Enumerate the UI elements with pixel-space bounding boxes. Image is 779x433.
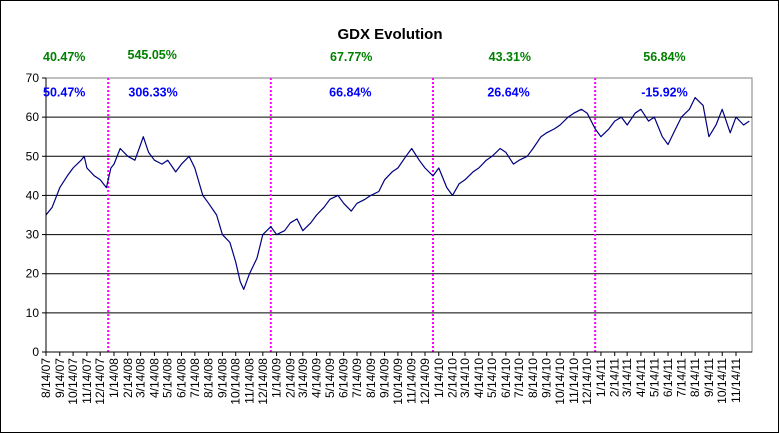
y-tick-label: 30	[26, 228, 40, 242]
x-tick-label: 6/14/08	[175, 358, 189, 398]
x-tick-label: 9/14/08	[215, 358, 229, 398]
y-axis-ticks: 0 10 20 30 40 50 60 70	[26, 71, 47, 359]
x-tick-label: 6/14/11	[661, 358, 675, 397]
x-tick-label: 11/14/08	[242, 358, 256, 404]
x-tick-label: 11/14/11	[729, 358, 743, 403]
return-annotation-blue: 66.84%	[329, 85, 371, 99]
x-tick-label: 11/14/10	[567, 358, 581, 404]
x-tick-label: 10/14/11	[715, 358, 729, 404]
x-tick-label: 7/14/09	[350, 358, 364, 398]
x-tick-label: 7/14/10	[512, 358, 526, 398]
x-tick-label: 5/14/10	[485, 358, 499, 398]
x-tick-label: 5/14/11	[647, 358, 661, 397]
x-tick-label: 1/14/10	[432, 358, 446, 398]
x-tick-label: 12/14/10	[580, 358, 594, 405]
x-tick-label: 10/14/09	[391, 358, 405, 405]
x-tick-label: 12/14/08	[256, 358, 270, 405]
annotations: 40.47% 50.47% 545.05% 306.33% 67.77% 66.84% 43…	[43, 48, 688, 100]
x-tick-label: 5/14/08	[161, 358, 175, 398]
x-tick-label: 8/14/07	[39, 358, 53, 398]
y-tick-label: 0	[32, 345, 39, 359]
x-tick-label: 11/14/09	[405, 358, 419, 404]
x-tick-label: 10/14/07	[66, 358, 80, 405]
gdx-series-line	[45, 96, 750, 290]
x-tick-label: 4/14/08	[147, 358, 161, 398]
x-tick-label: 6/14/10	[499, 358, 513, 398]
chart-title: GDX Evolution	[338, 26, 443, 43]
x-tick-label: 4/14/10	[472, 358, 486, 398]
series-layer	[45, 96, 750, 290]
x-tick-label: 9/14/09	[378, 358, 392, 398]
x-tick-label: 4/14/09	[310, 358, 324, 398]
return-annotation-green: 545.05%	[128, 48, 177, 62]
return-annotation-green: 40.47%	[43, 50, 85, 64]
y-tick-label: 20	[26, 267, 40, 281]
x-tick-label: 2/14/08	[121, 358, 135, 398]
x-tick-label: 8/14/11	[688, 358, 702, 397]
x-tick-label: 10/14/10	[553, 358, 567, 405]
return-annotation-blue: 50.47%	[43, 85, 85, 99]
x-tick-label: 3/14/08	[134, 358, 148, 398]
x-tick-label: 5/14/09	[323, 358, 337, 398]
y-tick-label: 40	[26, 188, 40, 202]
x-tick-label: 8/14/09	[364, 358, 378, 398]
x-tick-label: 9/14/07	[53, 358, 67, 398]
x-tick-label: 3/14/11	[620, 358, 634, 397]
x-tick-label: 2/14/09	[283, 358, 297, 398]
return-annotation-blue: -15.92%	[641, 85, 688, 99]
y-tick-label: 50	[26, 149, 40, 163]
y-tick-label: 60	[26, 110, 40, 124]
gridlines	[46, 116, 752, 314]
return-annotation-blue: 26.64%	[487, 85, 529, 99]
x-tick-label: 11/14/07	[80, 358, 94, 404]
x-tick-label: 10/14/08	[229, 358, 243, 405]
return-annotation-blue: 306.33%	[128, 85, 177, 99]
return-annotation-green: 67.77%	[330, 50, 372, 64]
x-tick-label: 9/14/10	[540, 358, 554, 398]
x-tick-label: 2/14/11	[608, 358, 622, 397]
x-tick-label: 3/14/09	[296, 358, 310, 398]
x-tick-label: 9/14/11	[702, 358, 716, 397]
x-tick-label: 8/14/08	[202, 358, 216, 398]
plot-area	[45, 77, 753, 353]
x-tick-label: 12/14/09	[418, 358, 432, 405]
x-tick-label: 1/14/09	[270, 358, 284, 398]
x-tick-label: 3/14/10	[458, 358, 472, 398]
return-annotation-green: 56.84%	[643, 50, 685, 64]
x-tick-label: 8/14/10	[526, 358, 540, 398]
x-tick-label: 7/14/11	[674, 358, 688, 397]
x-tick-label: 4/14/11	[634, 358, 648, 397]
return-annotation-green: 43.31%	[489, 50, 531, 64]
x-tick-label: 6/14/09	[337, 358, 351, 398]
plot-frame	[45, 77, 753, 353]
year-dividers	[107, 78, 597, 352]
x-tick-label: 7/14/08	[188, 358, 202, 398]
x-tick-label: 1/14/08	[107, 358, 121, 398]
x-tick-label: 12/14/07	[93, 358, 107, 405]
y-tick-label: 10	[26, 306, 40, 320]
x-tick-label: 2/14/10	[446, 358, 460, 398]
x-tick-label: 1/14/11	[594, 358, 608, 397]
y-tick-label: 70	[26, 71, 40, 85]
x-axis-ticks: 8/14/07 9/14/07 10/14/07 11/14/07 12/14/07 1/…	[39, 351, 752, 405]
